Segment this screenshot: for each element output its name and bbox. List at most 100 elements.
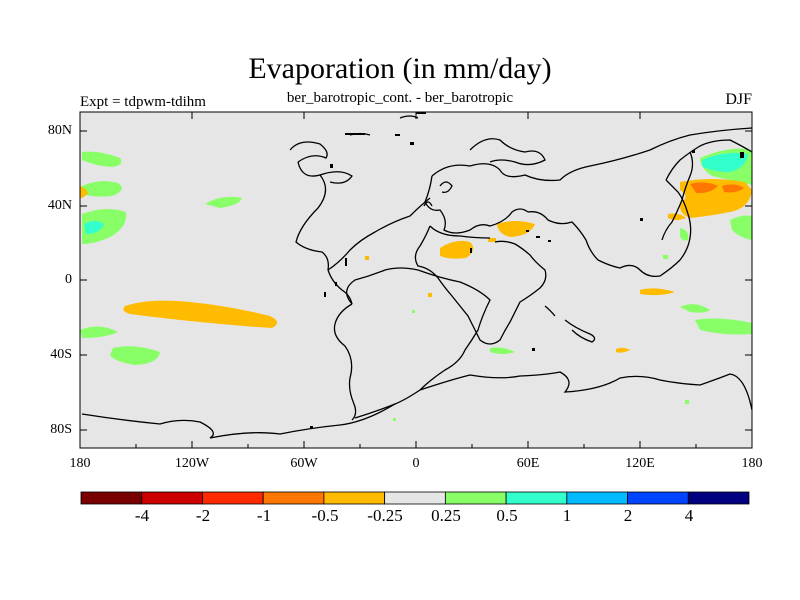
island-2 xyxy=(345,133,365,135)
colorbar-label-5: -0.25 xyxy=(367,506,403,525)
coast-sa-west xyxy=(333,303,357,421)
region-orange-npacific xyxy=(80,186,88,198)
region-orange-eastmed xyxy=(440,240,474,259)
region-orange-spacific-band xyxy=(123,300,278,328)
island-13 xyxy=(532,348,535,351)
region-green-atlantic xyxy=(205,196,242,208)
coast-arabia xyxy=(527,211,599,261)
region-green-spacific-east2 xyxy=(695,318,752,335)
lon-label-0: 0 xyxy=(412,456,420,471)
coast-kamchatka xyxy=(661,151,694,241)
colorbar-box-8 xyxy=(505,491,568,505)
island-7 xyxy=(740,152,744,158)
lat-label-80s: 80S xyxy=(50,422,72,437)
map-background xyxy=(80,112,752,448)
lon-label-60w: 60W xyxy=(290,456,318,471)
region-darkorange-nwpacific xyxy=(690,182,718,194)
coast-mediterranean xyxy=(429,225,491,239)
coast-central-america xyxy=(327,269,353,305)
coast-eurasia-arctic-bay xyxy=(469,138,546,166)
lat-label-40s: 40S xyxy=(50,347,72,362)
region-green-dot3 xyxy=(412,310,415,313)
colorbar-label-7: 0.5 xyxy=(496,506,518,525)
region-orange-indopacific xyxy=(640,288,675,296)
coast-iceland xyxy=(399,115,419,119)
colorbar-box-5 xyxy=(323,491,386,505)
coast-greenland-north xyxy=(289,141,328,163)
colorbar-box-10 xyxy=(627,491,689,505)
coast-africa xyxy=(414,225,547,345)
colorbar-box-9 xyxy=(566,491,628,505)
colorbar-box-3 xyxy=(202,491,264,505)
anomaly-regions xyxy=(80,148,752,421)
region-green-dot2 xyxy=(685,400,689,404)
region-darkorange-nwpacific2 xyxy=(722,184,744,193)
region-green-npacific-west xyxy=(82,151,122,167)
colorbar-label-8: 1 xyxy=(562,506,572,525)
coast-india-ocean-island xyxy=(564,319,596,343)
region-cyan-npacific xyxy=(84,221,104,234)
colorbar-label-6: 0.25 xyxy=(431,506,461,525)
colorbar-label-1: -4 xyxy=(134,506,150,525)
island-11 xyxy=(548,240,551,242)
region-green-npacific-mid xyxy=(82,181,122,197)
plot-title: Evaporation (in mm/day) xyxy=(248,52,552,85)
region-orange-dot2 xyxy=(365,256,369,260)
coast-na-east xyxy=(327,197,431,271)
colorbar-label-9: 2 xyxy=(623,506,633,525)
coast-antarctic-west xyxy=(81,403,396,439)
region-green-wpacific-east xyxy=(730,215,752,240)
coast-asia-east xyxy=(665,139,753,181)
island-17 xyxy=(310,426,313,429)
coast-australia-like xyxy=(544,305,556,317)
experiment-label: Expt = tdpwm-tdihm xyxy=(80,94,206,110)
colorbar-label-10: 4 xyxy=(684,506,694,525)
island-16 xyxy=(335,282,337,286)
coast-antarctic-east xyxy=(419,371,753,411)
region-green-dot1 xyxy=(663,255,668,259)
island-15 xyxy=(324,292,326,297)
lat-label-0: 0 xyxy=(65,272,72,287)
colorbar-box-2 xyxy=(141,491,203,505)
coast-north-america xyxy=(295,161,330,271)
colorbar-label-4: -0.5 xyxy=(311,506,339,525)
colorbar-box-1 xyxy=(80,491,143,505)
region-orange-japan xyxy=(668,213,686,220)
lat-label-40n: 40N xyxy=(47,198,72,213)
region-orange-mideast xyxy=(497,221,535,237)
colorbar-box-6 xyxy=(384,491,446,505)
lon-label-180e: 180 xyxy=(741,456,763,471)
coastlines xyxy=(81,115,753,439)
season-label: DJF xyxy=(725,91,752,108)
island-6 xyxy=(692,150,695,153)
region-green-spacific-south xyxy=(110,346,160,365)
island-14 xyxy=(345,258,347,266)
colorbar-box-11 xyxy=(687,491,750,505)
region-cyan-nwpacific xyxy=(702,152,748,172)
region-green-spacific-east xyxy=(680,304,710,313)
lon-label-180w: 180 xyxy=(69,456,91,471)
colorbar-box-4 xyxy=(262,491,325,505)
region-orange-dot3 xyxy=(428,293,432,297)
island-3 xyxy=(395,134,400,136)
region-green-npacific-sub xyxy=(82,208,127,244)
lon-label-120e: 120E xyxy=(625,456,655,471)
axis-ticks xyxy=(80,112,752,448)
island-8 xyxy=(526,230,529,232)
region-orange-southindian xyxy=(616,347,630,353)
coast-eurasia-north xyxy=(431,127,753,182)
lat-label-80n: 80N xyxy=(47,123,72,138)
island-9 xyxy=(536,236,540,238)
region-green-asia-coast xyxy=(680,228,689,241)
region-green-southatlantic xyxy=(490,347,515,354)
region-green-dot4 xyxy=(393,418,396,421)
coast-asia-south xyxy=(597,179,692,278)
region-green-spacific-west xyxy=(80,326,118,338)
region-orange-dot1 xyxy=(488,238,496,242)
coast-hudson xyxy=(319,171,353,184)
islands xyxy=(310,112,744,429)
island-5 xyxy=(330,164,333,168)
coast-britain xyxy=(423,201,433,207)
colorbar-label-2: -2 xyxy=(195,506,211,525)
